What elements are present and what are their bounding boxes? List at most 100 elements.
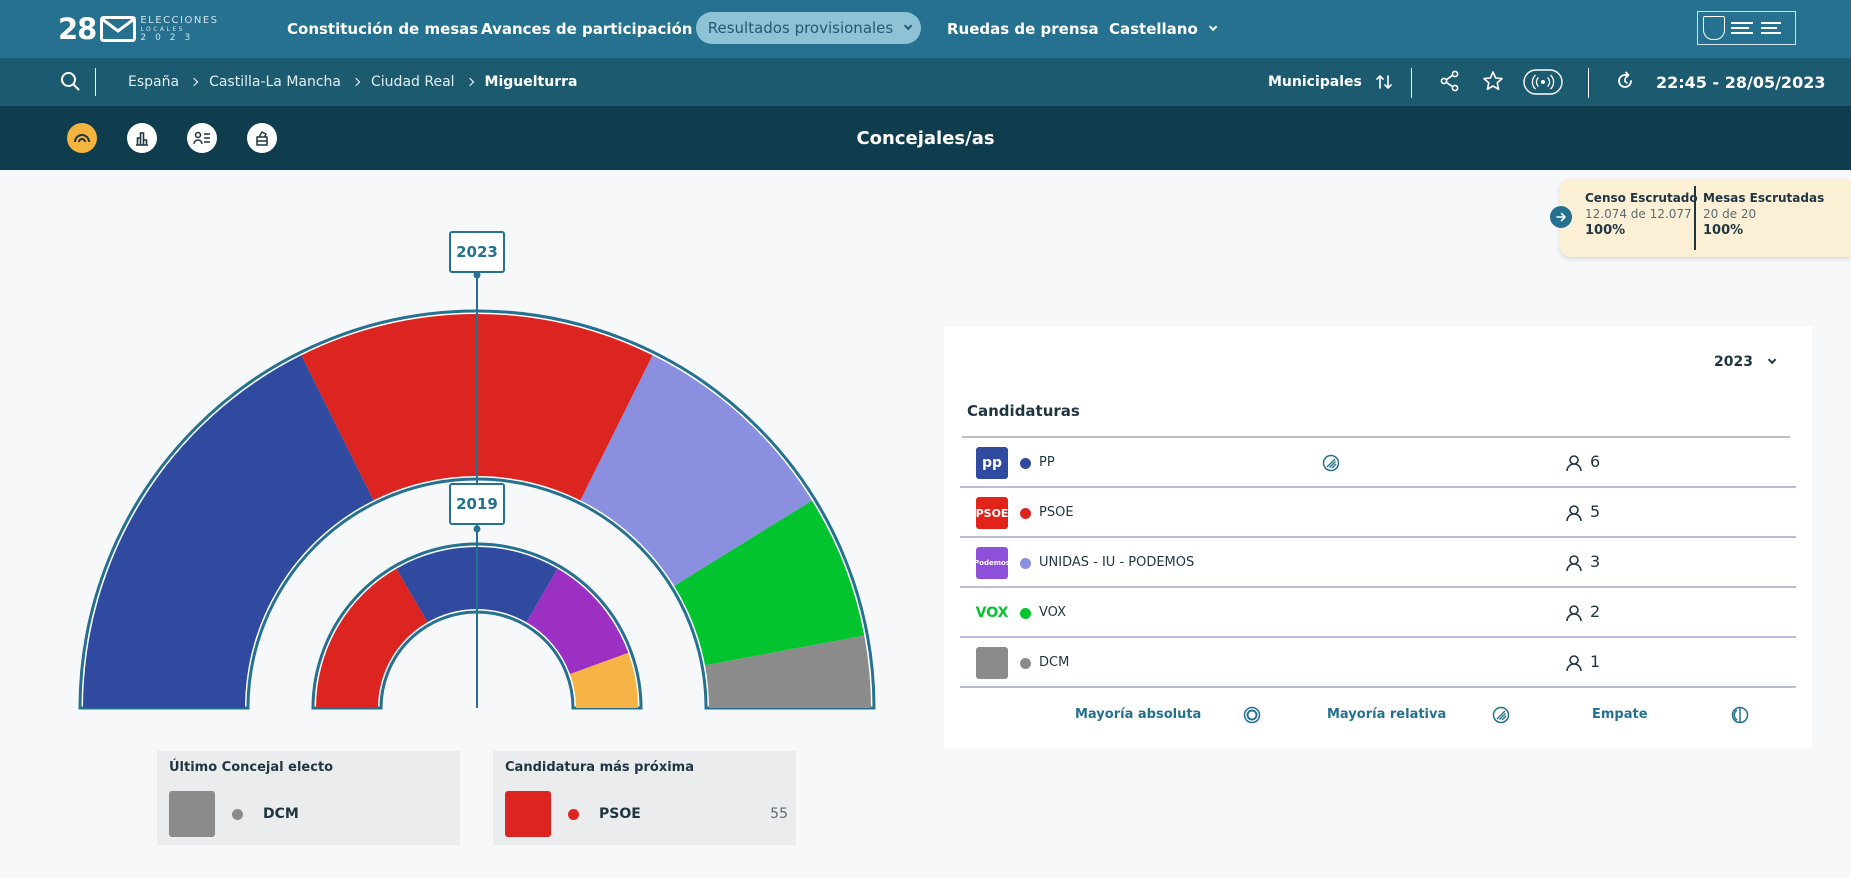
results-panel: 2023 Candidaturas pp PP 6 PSOE PSOE 5 Podemos U…: [944, 326, 1812, 749]
bar-chart-icon: [136, 132, 148, 146]
candidatura-row[interactable]: Podemos UNIDAS - IU - PODEMOS 3: [960, 538, 1796, 588]
person-list-icon: [193, 131, 210, 145]
election-type-selector[interactable]: Municipales: [1268, 58, 1392, 106]
chevron-down-icon: [1767, 355, 1777, 365]
mesas-value: 20 de 20: [1703, 207, 1757, 221]
candidatura-row[interactable]: PSOE PSOE 5: [960, 488, 1796, 538]
sort-icon: [1376, 74, 1392, 90]
year-label-2019[interactable]: 2019: [449, 483, 505, 525]
language-selector[interactable]: Castellano: [1109, 0, 1218, 58]
chevron-down-icon: [904, 21, 913, 31]
nav-label: Resultados provisionales: [707, 19, 894, 37]
candidatura-row[interactable]: pp PP 6: [960, 438, 1796, 488]
year-label-2023[interactable]: 2023: [449, 231, 505, 273]
escrutinio-summary: Censo Escrutado 12.074 de 12.077 100% Me…: [1550, 179, 1851, 257]
last-elected-card: Último Concejal electo DCM: [157, 751, 460, 845]
outer-seat-segment-3[interactable]: [674, 500, 865, 666]
refresh-icon[interactable]: [1615, 71, 1635, 91]
tie-icon: [1731, 706, 1749, 724]
inner-seat-segment-0[interactable]: [316, 568, 428, 708]
relative-majority-icon: [1322, 454, 1340, 472]
search-icon[interactable]: [60, 71, 80, 91]
divider: [1411, 68, 1412, 98]
nav-constitucion-mesas[interactable]: Constitución de mesas: [287, 0, 478, 58]
inner-seat-segment-3[interactable]: [570, 652, 638, 708]
party-name: UNIDAS - IU - PODEMOS: [1039, 555, 1195, 570]
relative-majority-icon: [1492, 706, 1510, 724]
envelope-icon: [100, 16, 137, 42]
person-icon: [1566, 605, 1582, 622]
view-bar-chart-button[interactable]: [127, 123, 157, 153]
party-logo: [505, 791, 551, 837]
party-color-dot: [568, 809, 579, 820]
divider: [1694, 186, 1696, 250]
nav-resultados-provisionales[interactable]: Resultados provisionales: [696, 12, 921, 44]
chevron-right-icon: [189, 77, 199, 87]
party-name: PSOE: [599, 806, 641, 822]
party-logo: VOX: [976, 597, 1008, 629]
section-bar: Concejales/as: [0, 106, 1851, 170]
legend-relativa-label: Mayoría relativa: [1327, 707, 1447, 722]
breadcrumb-castilla-la-mancha[interactable]: Castilla-La Mancha: [209, 74, 342, 90]
candidatura-row[interactable]: DCM 1: [960, 638, 1796, 688]
legend-empate-label: Empate: [1592, 707, 1648, 722]
view-ballot-box-button[interactable]: [247, 123, 277, 153]
inner-seat-segment-2[interactable]: [526, 568, 629, 675]
nav-avances-participacion[interactable]: Avances de participación: [481, 0, 712, 58]
elecciones-logo[interactable]: 28 ELECCIONES LOCALES 2023: [58, 12, 219, 46]
seat-count: 6: [1590, 452, 1601, 471]
censo-value: 12.074 de 12.077: [1585, 207, 1692, 221]
candidaturas-list: pp PP 6 PSOE PSOE 5 Podemos UNIDAS - IU - PODEM…: [960, 438, 1796, 688]
party-logo-text: VOX: [975, 605, 1009, 621]
breadcrumb: España Castilla-La Mancha Ciudad Real Mi…: [128, 58, 577, 106]
share-icon[interactable]: [1440, 70, 1460, 92]
year-selector[interactable]: 2023: [1714, 354, 1777, 370]
nav-label: Constitución de mesas: [287, 20, 479, 38]
outer-seat-segment-4[interactable]: [705, 635, 871, 708]
top-navigation: 28 ELECCIONES LOCALES 2023 Constitución …: [0, 0, 1851, 58]
election-type-label: Municipales: [1268, 74, 1362, 90]
star-icon[interactable]: [1482, 70, 1504, 92]
view-candidates-list-button[interactable]: [187, 123, 217, 153]
party-logo: [169, 791, 215, 837]
person-icon: [1566, 555, 1582, 572]
party-logo: Podemos: [974, 547, 1010, 579]
mesas-escrutadas: Mesas Escrutadas 20 de 20 100%: [1703, 191, 1824, 238]
outer-seat-segment-2[interactable]: [580, 355, 812, 586]
live-broadcast-icon[interactable]: [1523, 69, 1563, 95]
candidatura-row[interactable]: VOX VOX 2: [960, 588, 1796, 638]
nav-label: Ruedas de prensa: [947, 20, 1099, 38]
party-color-dot: [1020, 508, 1031, 519]
party-color-dot: [1020, 608, 1031, 619]
seat-count: 1: [1590, 652, 1601, 671]
nav-label: Avances de participación: [481, 20, 693, 38]
outer-seat-segment-0[interactable]: [83, 355, 374, 708]
hemicycle-chart: [78, 271, 876, 710]
collapse-escrutinio-button[interactable]: [1550, 206, 1572, 228]
view-hemicycle-button[interactable]: [67, 123, 97, 153]
logo-line-2: LOCALES: [140, 25, 185, 33]
absolute-majority-icon: [1243, 706, 1261, 724]
mesas-percent: 100%: [1703, 223, 1744, 238]
next-candidate-card: Candidatura más próxima PSOE 55: [493, 751, 796, 845]
logo-number: 28: [58, 11, 97, 46]
coat-of-arms-icon: [1703, 16, 1725, 40]
card-title: Último Concejal electo: [169, 760, 334, 775]
person-icon: [1566, 505, 1582, 522]
censo-percent: 100%: [1585, 223, 1626, 238]
majority-legend: Mayoría absoluta Mayoría relativa Empate: [944, 701, 1812, 731]
legend-absoluta-label: Mayoría absoluta: [1075, 707, 1202, 722]
seat-count: 2: [1590, 602, 1601, 621]
breadcrumb-ciudad-real[interactable]: Ciudad Real: [371, 74, 455, 90]
party-logo: [976, 647, 1008, 679]
censo-escrutado: Censo Escrutado 12.074 de 12.077 100%: [1585, 191, 1698, 238]
nav-ruedas-prensa[interactable]: Ruedas de prensa: [947, 0, 1099, 58]
party-color-dot: [1020, 558, 1031, 569]
breadcrumb-bar: España Castilla-La Mancha Ciudad Real Mi…: [0, 58, 1851, 106]
breadcrumb-espana[interactable]: España: [128, 74, 180, 90]
party-logo-text: pp: [981, 455, 1003, 471]
divider: [962, 436, 1790, 438]
votes-needed: 55: [770, 806, 788, 822]
logo-line-1: ELECCIONES: [140, 14, 219, 26]
person-icon: [1566, 455, 1582, 472]
